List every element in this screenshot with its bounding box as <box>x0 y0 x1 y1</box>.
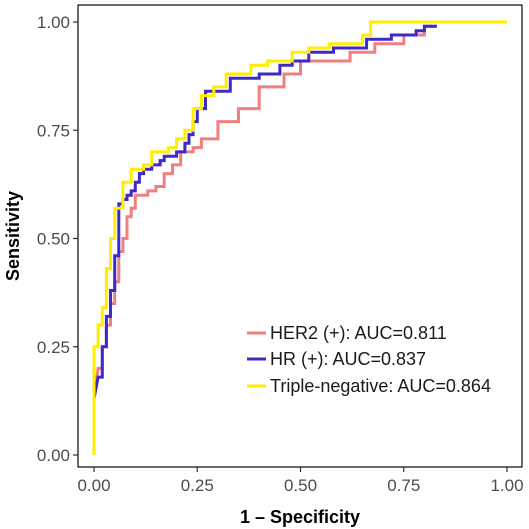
x-tick-label: 0.50 <box>284 476 317 495</box>
plot-panel-border <box>77 4 523 468</box>
y-tick-label: 0.50 <box>37 230 70 249</box>
y-axis-title: Sensitivity <box>3 191 23 281</box>
y-tick-label: 0.75 <box>37 121 70 140</box>
legend: HER2 (+): AUC=0.811 HR (+): AUC=0.837 Trip… <box>247 323 491 396</box>
x-tick-label: 0.25 <box>181 476 214 495</box>
x-axis-ticks: 0.00 0.25 0.50 0.75 1.00 <box>77 467 524 495</box>
y-tick-label: 0.25 <box>37 338 70 357</box>
legend-label: HER2 (+): AUC=0.811 <box>270 323 447 343</box>
legend-label: Triple-negative: AUC=0.864 <box>270 376 491 396</box>
x-tick-label: 0.75 <box>387 476 420 495</box>
x-tick-label: 0.00 <box>77 476 110 495</box>
roc-curve-hr <box>92 24 437 399</box>
y-tick-label: 1.00 <box>37 13 70 32</box>
legend-label: HR (+): AUC=0.837 <box>270 349 426 369</box>
x-axis-title: 1 – Specificity <box>240 507 360 527</box>
roc-series <box>92 20 507 455</box>
y-axis-ticks: 0.00 0.25 0.50 0.75 1.00 <box>37 13 78 465</box>
roc-curve-triple-negative <box>92 20 507 455</box>
y-tick-label: 0.00 <box>37 446 70 465</box>
x-tick-label: 1.00 <box>490 476 523 495</box>
